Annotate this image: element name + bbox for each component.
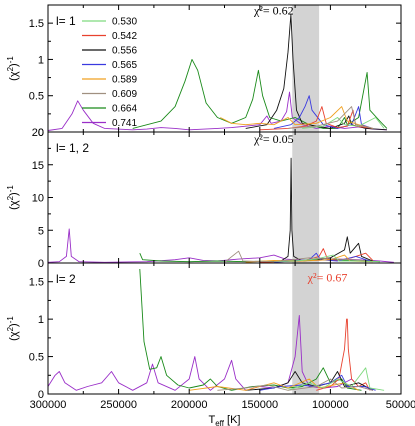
panel-label: l= 1 (56, 14, 76, 28)
chi-square-annotation: χ²= 0.05 (253, 132, 294, 146)
x-tick-label: 200000 (171, 399, 208, 411)
legend-entry-label: 0.542 (112, 31, 137, 42)
legend-entry-label: 0.664 (112, 104, 137, 115)
chi-square-annotation: χ²= 0.67 (307, 271, 348, 285)
y-tick-label: 15 (32, 160, 44, 172)
panel-label: l= 1, 2 (56, 141, 89, 155)
series-group (48, 157, 394, 263)
legend-entry-label: 0.609 (112, 89, 137, 100)
panels-layer: 00.511.5(χ2)-1l= 1χ²= 0.6205101520(χ2)-1… (6, 3, 402, 401)
highlight-band (292, 263, 320, 394)
y-tick-label: 1 (38, 54, 44, 66)
y-tick-label: 0 (38, 389, 44, 401)
panel-1: 0 0.5 1 1.5 (χ2)-1 l= 1 χ²= 0.62 (6, 3, 402, 139)
y-tick-label: 0 (38, 127, 44, 139)
y-tick-label: 1 (38, 314, 44, 326)
series-line-7 (302, 117, 385, 129)
y-tick-label: 1.5 (29, 18, 44, 30)
series-line-6 (220, 106, 373, 129)
series-line-8 (287, 106, 373, 129)
y-tick-label: 10 (32, 193, 44, 205)
chi-square-annotation: χ²= 0.62 (253, 3, 294, 17)
y-axis-title: (χ2)-1 (6, 56, 20, 81)
panel-label: l= 2 (56, 272, 76, 286)
series-line-2 (139, 268, 362, 391)
panel-2: 0 5 10 15 20 (χ2)-1 l= 1, 2 χ²= 0.05 (6, 127, 402, 270)
x-tick-label: 50000 (386, 399, 415, 411)
highlight-band (292, 132, 320, 263)
y-tick-label: 1.5 (29, 277, 44, 289)
y-tick-label: 20 (32, 127, 44, 139)
legend-entry-label: 0.556 (112, 46, 137, 57)
series-group (48, 268, 385, 391)
legend-entry-label: 0.565 (112, 60, 137, 71)
series-line-1 (48, 91, 387, 131)
x-tick-label: 300000 (30, 399, 67, 411)
legend-entry-label: 0.530 (112, 17, 137, 28)
y-tick-label: 0.5 (29, 352, 44, 364)
series-line-1 (48, 314, 373, 391)
series-line-2 (132, 58, 388, 129)
x-tick-label: 100000 (312, 399, 349, 411)
panel-frame (47, 4, 402, 133)
legend-entry-label: 0.589 (112, 75, 137, 86)
series-line-8 (224, 250, 366, 263)
x-tick-label: 150000 (241, 399, 278, 411)
y-axis-title: (χ2)-1 (6, 316, 20, 341)
series-group (48, 13, 388, 131)
y-tick-label: 5 (38, 225, 44, 237)
series-line-7 (287, 367, 385, 391)
x-axis-title: Teff [K] (209, 414, 241, 426)
legend: 0.530 0.542 0.556 0.565 0.589 0.609 0.664 0.741 (82, 17, 137, 129)
panel-3: 0 0.5 1 1.5 (χ2)-1 l= 2 χ²= 0.67 (6, 262, 402, 401)
series-line-6 (189, 378, 359, 391)
highlight-band (292, 5, 320, 132)
y-axis-title: (χ2)-1 (6, 185, 20, 210)
x-axis: 300000 250000 200000 150000 100000 50000 Teff … (30, 399, 415, 426)
series-line-1 (48, 228, 394, 263)
x-tick-label: 250000 (100, 399, 137, 411)
series-line-3 (316, 318, 371, 391)
legend-entry-label: 0.741 (112, 118, 137, 129)
y-tick-label: 0 (38, 258, 44, 270)
y-tick-label: 0.5 (29, 91, 44, 103)
series-line-8 (217, 378, 373, 391)
